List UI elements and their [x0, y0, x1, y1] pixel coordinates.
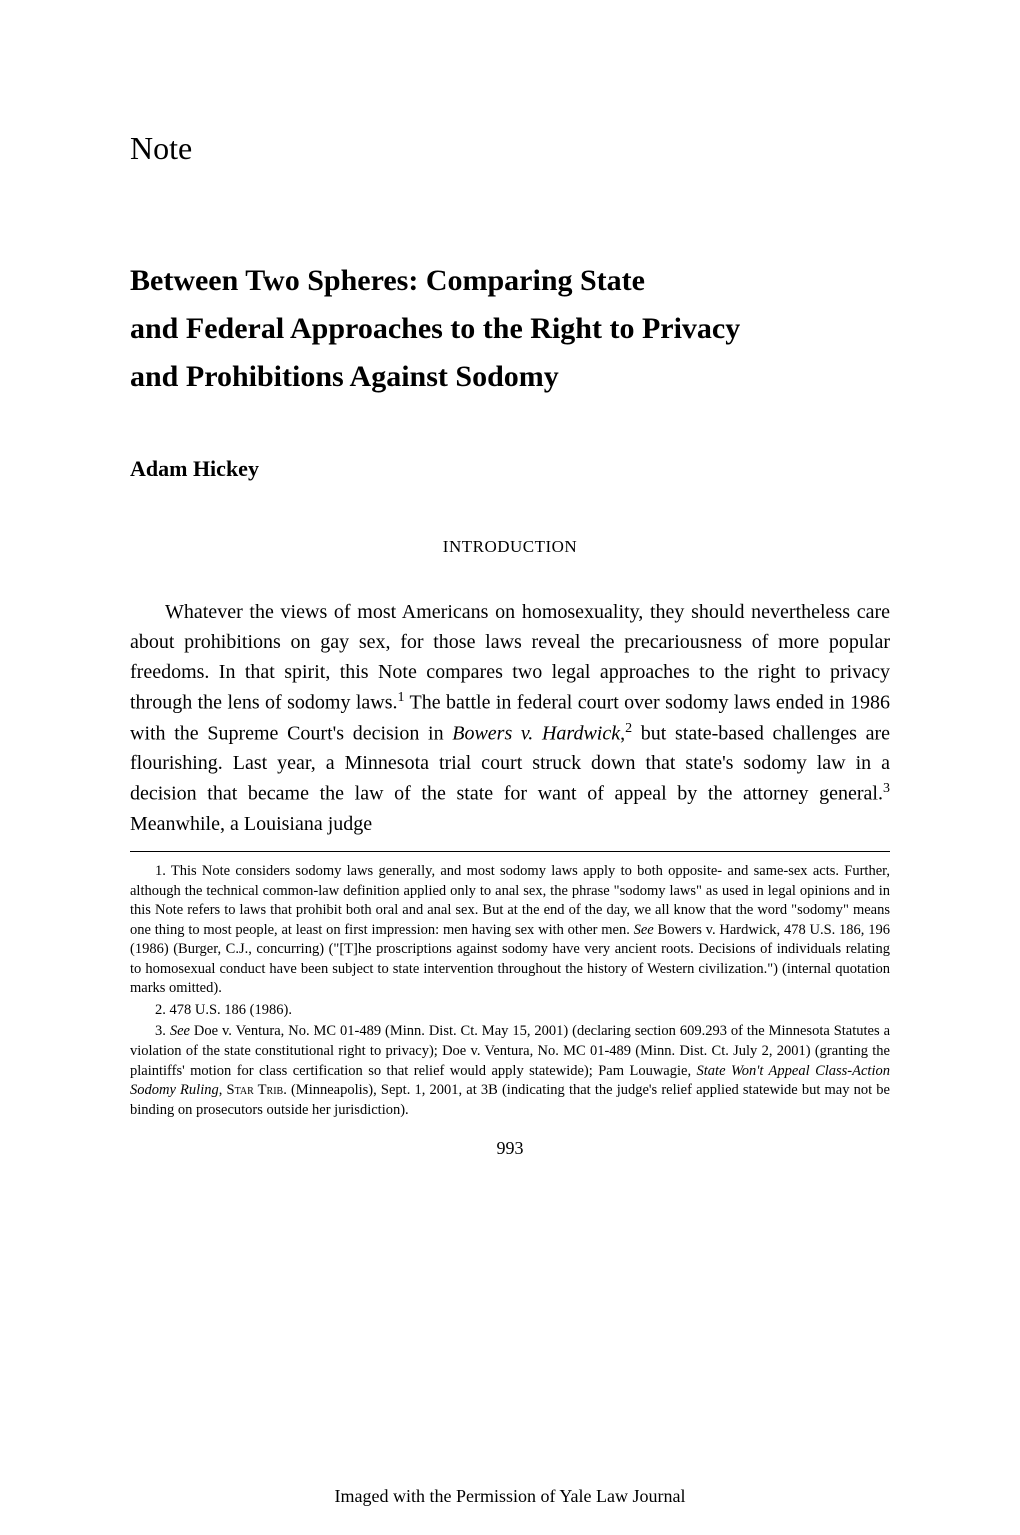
- body-paragraph-1: Whatever the views of most Americans on …: [130, 597, 890, 839]
- title-line-2: and Federal Approaches to the Right to P…: [130, 305, 890, 353]
- intro-heading: INTRODUCTION: [130, 537, 890, 557]
- body-p1-text5: Meanwhile, a Louisiana judge: [130, 813, 372, 835]
- fn3-source: Star Trib.: [227, 1082, 287, 1098]
- footnote-separator: [130, 851, 890, 852]
- title-line-3: and Prohibitions Against Sodomy: [130, 353, 890, 401]
- title-line-1: Between Two Spheres: Comparing State: [130, 257, 890, 305]
- title-block: Between Two Spheres: Comparing State and…: [130, 257, 890, 401]
- case-citation-bowers: Bowers v. Hardwick: [452, 722, 620, 744]
- footnote-2: 2. 478 U.S. 186 (1986).: [130, 1001, 890, 1021]
- author-name: Adam Hickey: [130, 456, 890, 482]
- footnote-ref-1: 1: [398, 690, 405, 705]
- intro-rest: NTRODUCTION: [449, 537, 577, 556]
- fn3-text1: 3.: [155, 1023, 170, 1039]
- footnotes-block: 1. This Note considers sodomy laws gener…: [130, 862, 890, 1120]
- footnote-ref-3: 3: [883, 781, 890, 796]
- footnote-1: 1. This Note considers sodomy laws gener…: [130, 862, 890, 999]
- fn3-text3: ,: [219, 1082, 227, 1098]
- footnote-3: 3. See Doe v. Ventura, No. MC 01-489 (Mi…: [130, 1022, 890, 1120]
- page-number: 993: [130, 1138, 890, 1159]
- section-label: Note: [130, 130, 890, 167]
- fn3-see: See: [170, 1023, 190, 1039]
- footer-permission: Imaged with the Permission of Yale Law J…: [0, 1486, 1020, 1507]
- fn1-see: See: [634, 922, 654, 938]
